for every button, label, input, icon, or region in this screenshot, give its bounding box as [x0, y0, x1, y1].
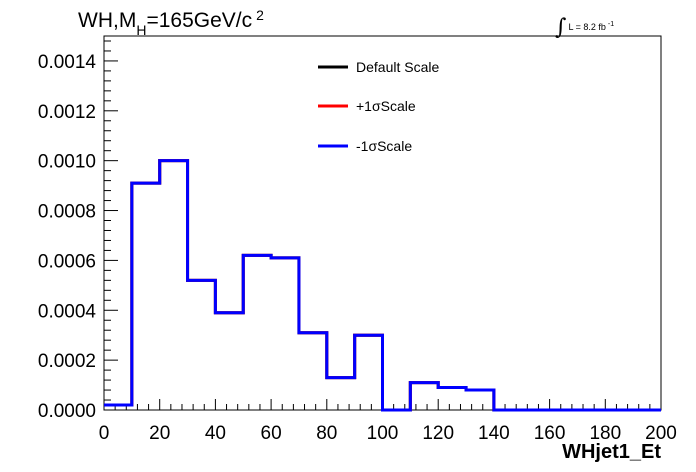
- x-axis-label: WHjet1_Et: [562, 441, 661, 463]
- y-tick-label: 0.0004: [38, 301, 97, 322]
- series-layer: [104, 159, 661, 412]
- x-tick-label: 80: [316, 423, 337, 444]
- x-tick-label: 200: [645, 423, 677, 444]
- x-tick-label: 40: [205, 423, 226, 444]
- x-tick-label: 100: [367, 423, 399, 444]
- x-axis: 0 20 40 60 80 100 120 140 160 180 200: [99, 399, 677, 444]
- x-tick-label: 20: [149, 423, 170, 444]
- legend-entry: Default Scale: [356, 59, 439, 75]
- y-tick-label: 0.0000: [38, 401, 96, 422]
- legend-entry: -1σScale: [356, 138, 412, 154]
- y-tick-label: 0.0014: [38, 52, 97, 73]
- y-axis: 0.0000 0.0002 0.0004 0.0006 0.0008 0.0010 0.00…: [38, 40, 118, 422]
- x-tick-label: 60: [261, 423, 282, 444]
- y-tick-label: 0.0006: [38, 251, 96, 272]
- y-tick-label: 0.0008: [38, 202, 96, 223]
- x-tick-label: 0: [99, 423, 110, 444]
- legend: Default Scale +1σScale -1σScale: [318, 59, 439, 154]
- chart-title: WH,MH=165GeV/c 2: [78, 7, 264, 38]
- lumi-label: ∫ L = 8.2 fb -1: [555, 15, 614, 40]
- legend-entry: +1σScale: [356, 98, 416, 114]
- y-tick-label: 0.0010: [38, 152, 96, 173]
- x-tick-label: 120: [422, 423, 454, 444]
- x-tick-label: 140: [478, 423, 510, 444]
- x-tick-label: 180: [589, 423, 621, 444]
- series-line-2: [104, 159, 661, 412]
- y-tick-label: 0.0002: [38, 351, 96, 372]
- y-tick-label: 0.0012: [38, 102, 96, 123]
- x-tick-label: 160: [534, 423, 566, 444]
